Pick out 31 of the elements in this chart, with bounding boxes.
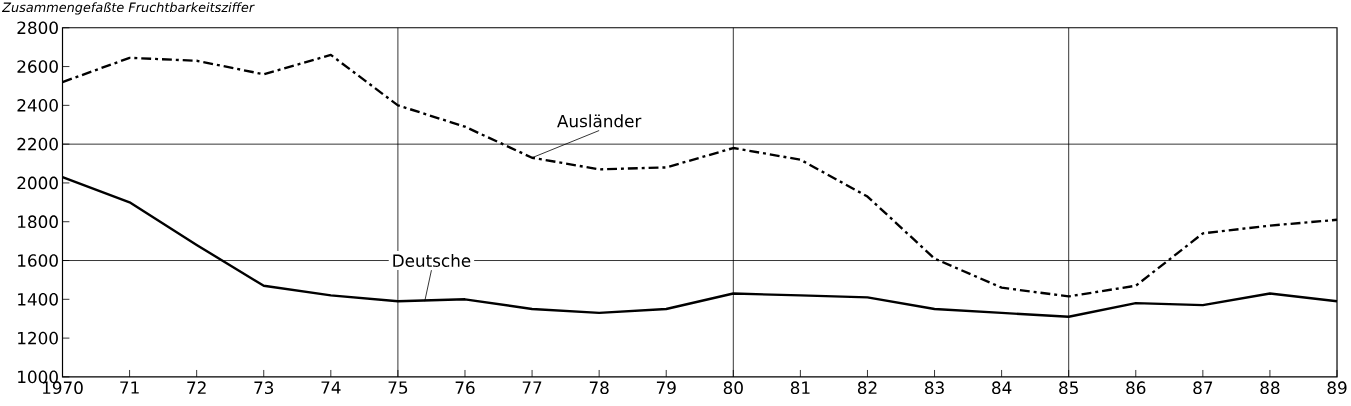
x-tick-label: 76 bbox=[455, 381, 475, 395]
x-tick-label: 74 bbox=[321, 381, 341, 394]
series-label: Deutsche bbox=[393, 254, 471, 268]
y-tick-label: 1600 bbox=[18, 254, 58, 268]
x-tick-label: 77 bbox=[522, 381, 542, 394]
y-tick-label: 1800 bbox=[18, 215, 58, 229]
x-tick-label: 87 bbox=[1193, 381, 1213, 395]
x-tick-label: 73 bbox=[254, 381, 274, 395]
y-tick-label: 2200 bbox=[17, 137, 58, 151]
chart-title: Zusammengefaßte Fruchtbarkeitsziffer bbox=[1, 2, 255, 15]
text: Ausländer bbox=[557, 114, 642, 128]
x-tick-label: 82 bbox=[857, 381, 877, 395]
y-tick-label: 2600 bbox=[17, 60, 58, 74]
x-tick-label: 89 bbox=[1327, 381, 1347, 395]
y-tick-label: 2000 bbox=[17, 176, 58, 190]
x-tick-label: 81 bbox=[790, 381, 810, 395]
x-tick-label: 85 bbox=[1059, 381, 1078, 395]
x-tick-label: 72 bbox=[187, 381, 206, 395]
y-tick-label: 2400 bbox=[17, 99, 58, 112]
x-tick-label: 84 bbox=[992, 381, 1012, 395]
x-tick-label: 80 bbox=[723, 381, 743, 395]
x-tick-label: 75 bbox=[388, 381, 408, 395]
y-tick-label: 1400 bbox=[18, 293, 58, 306]
y-tick-label: 2800 bbox=[17, 21, 58, 35]
x-tick-label: 79 bbox=[656, 381, 676, 395]
x-tick-label: 83 bbox=[925, 381, 944, 395]
x-tick-label: 71 bbox=[120, 381, 139, 394]
x-tick-label: 88 bbox=[1260, 381, 1280, 395]
y-tick-label: 1200 bbox=[18, 331, 58, 345]
x-tick-label: 78 bbox=[589, 381, 609, 395]
x-tick-label: 86 bbox=[1126, 381, 1146, 395]
